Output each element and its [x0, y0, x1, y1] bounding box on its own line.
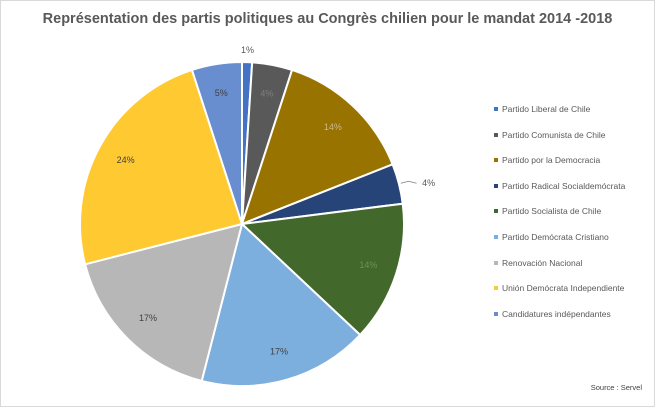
data-label: 4%: [260, 89, 273, 99]
legend-item: Partido Radical Socialdemócrata: [494, 181, 654, 207]
legend-label: Partido Liberal de Chile: [502, 104, 591, 114]
pie-slice: [79, 68, 244, 266]
data-label: 1%: [241, 45, 254, 55]
data-label: 17%: [139, 313, 157, 323]
legend-swatch: [494, 311, 498, 316]
data-label: 14%: [324, 122, 342, 132]
pie-slice: [190, 60, 243, 225]
pie-slice: [83, 222, 244, 383]
legend-item: Partido Socialista de Chile: [494, 206, 654, 232]
legend-item: Partido Liberal de Chile: [494, 104, 654, 130]
legend-label: Partido Radical Socialdemócrata: [502, 180, 626, 191]
legend-swatch: [494, 107, 498, 111]
legend-item: Partido Comunista de Chile: [494, 130, 654, 156]
pie-slice: [200, 222, 362, 387]
data-label: 14%: [359, 260, 377, 270]
legend-swatch: [494, 183, 498, 188]
source-note: Source : Servel: [590, 383, 642, 392]
pie-slice: [239, 202, 405, 337]
legend-label: Renovación Nacional: [502, 257, 583, 268]
legend: Partido Liberal de Chile Partido Comunist…: [494, 104, 654, 334]
legend-swatch: [494, 234, 498, 239]
legend-label: Unión Demócrata Independiente: [502, 283, 625, 294]
legend-item: Candidatures indépendantes: [494, 309, 654, 335]
legend-swatch: [494, 132, 498, 137]
legend-item: Partido por la Democracia: [494, 155, 654, 181]
legend-swatch: [494, 209, 498, 214]
legend-label: Partido Socialista de Chile: [502, 206, 602, 217]
legend-item: Partido Demócrata Cristiano: [494, 232, 654, 258]
data-label: 5%: [215, 88, 228, 98]
leader-line: [400, 180, 417, 184]
legend-label: Candidatures indépendantes: [502, 308, 611, 319]
legend-label: Partido Comunista de Chile: [502, 129, 606, 140]
legend-swatch: [494, 158, 498, 163]
legend-item: Unión Demócrata Independiente: [494, 283, 654, 309]
data-label: 17%: [270, 347, 288, 357]
legend-item: Renovación Nacional: [494, 258, 654, 284]
data-label: 4%: [422, 178, 435, 188]
pie-slice: [240, 68, 394, 226]
chart-title: Représentation des partis politiques au …: [42, 11, 613, 27]
legend-swatch: [494, 286, 498, 291]
legend-label: Partido Demócrata Cristiano: [502, 231, 609, 242]
legend-label: Partido por la Democracia: [502, 155, 601, 166]
data-label: 24%: [117, 155, 135, 165]
legend-swatch: [494, 260, 498, 265]
